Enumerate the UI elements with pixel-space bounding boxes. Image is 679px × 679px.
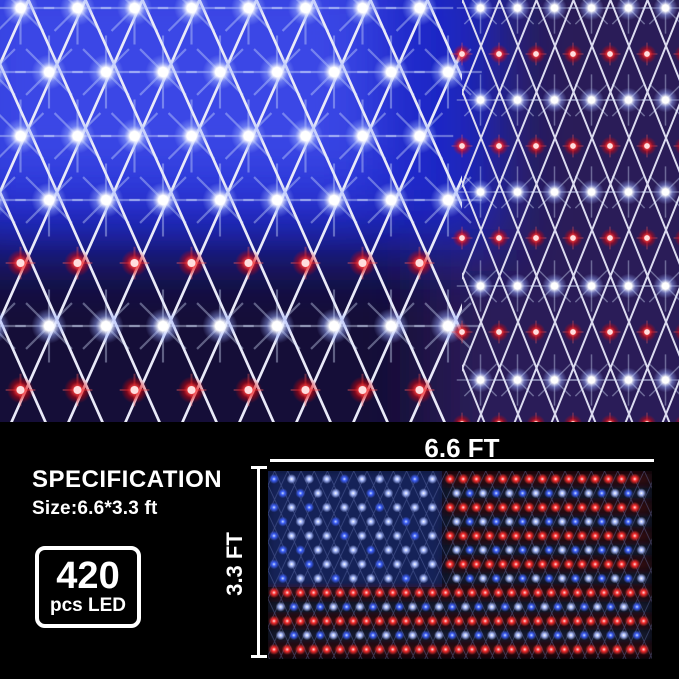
dimension-tick-top <box>251 466 267 469</box>
dimension-tick-bottom <box>251 655 267 658</box>
flag-diagram <box>268 471 652 659</box>
led-net-photo <box>0 0 679 422</box>
height-dimension-label: 3.3 FT <box>222 532 247 596</box>
size-text: Size:6.6*3.3 ft <box>32 498 158 519</box>
led-net-photo-art <box>0 0 679 422</box>
led-count-box: 420 pcs LED <box>35 546 141 628</box>
led-count-unit: pcs LED <box>49 595 127 617</box>
width-dimension-label: 6.6 FT <box>424 433 500 463</box>
width-dimension-line <box>270 459 654 462</box>
specification-title: SPECIFICATION <box>32 466 223 493</box>
height-dimension-line <box>257 466 260 658</box>
led-count-value: 420 <box>56 555 120 598</box>
